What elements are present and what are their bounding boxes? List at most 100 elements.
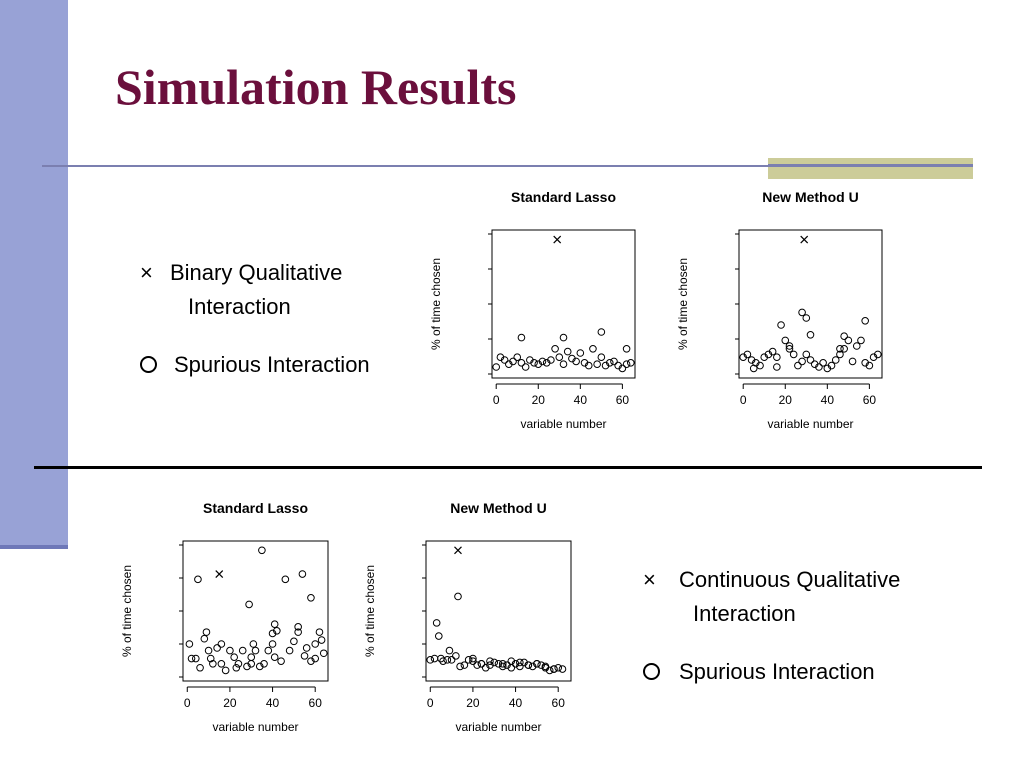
chart-top-new-method: New Method U % of time chosen 0 20 40 60 varia… — [667, 180, 897, 460]
chart-svg: New Method U % of time chosen 0 20 40 60 varia… — [363, 500, 572, 734]
circle-marker — [528, 662, 537, 671]
circle-marker — [503, 661, 511, 669]
circle-marker — [848, 357, 857, 366]
circle-marker — [610, 357, 618, 366]
circle-marker — [840, 332, 848, 340]
cross-stroke — [800, 235, 809, 244]
circle-marker — [238, 646, 247, 655]
cross-icon: × — [140, 260, 153, 285]
cross-marker — [553, 235, 562, 244]
x-axis-label: variable number — [767, 417, 853, 431]
circle-marker — [622, 360, 631, 368]
circle-marker — [551, 345, 559, 353]
circle-marker — [234, 660, 243, 668]
accent-line — [768, 164, 973, 167]
section-divider — [34, 466, 982, 469]
circle-marker — [486, 657, 494, 665]
circle-marker — [194, 575, 202, 584]
circle-marker — [315, 628, 324, 636]
circle-marker — [819, 359, 827, 367]
circle-marker — [802, 350, 811, 359]
circle-marker — [270, 653, 279, 661]
legend-bottom: × Continuous Qualitative Interaction Spur… — [643, 567, 963, 697]
circle-marker — [456, 662, 464, 671]
circle-marker — [500, 356, 509, 364]
y-axis-label: % of time chosen — [676, 258, 690, 350]
circle-marker — [200, 634, 209, 643]
x-tick-label: 20 — [466, 696, 480, 710]
circle-marker — [589, 345, 597, 353]
circle-marker — [477, 660, 486, 668]
circle-marker — [558, 665, 567, 673]
y-axis-label: % of time chosen — [120, 565, 134, 657]
circle-marker — [439, 657, 447, 665]
legend-bottom-cross-label-line2: Interaction — [693, 601, 796, 626]
circle-marker — [806, 356, 815, 364]
cross-marker — [215, 570, 224, 578]
circle-marker — [460, 661, 469, 669]
circle-marker — [473, 661, 481, 669]
circle-marker — [469, 657, 477, 665]
circle-marker — [789, 350, 798, 359]
circle-marker — [836, 345, 844, 353]
circle-marker — [857, 336, 865, 345]
circle-marker — [852, 342, 861, 350]
circle-marker — [294, 628, 302, 636]
circle-marker — [806, 331, 815, 339]
legend-top-circle-row: Spurious Interaction — [140, 352, 370, 378]
circle-marker — [524, 661, 533, 669]
circle-marker — [794, 361, 802, 370]
circle-marker — [307, 594, 315, 602]
circle-marker — [232, 663, 241, 672]
circle-marker — [802, 314, 811, 322]
circle-marker — [191, 654, 200, 663]
legend-bottom-circle-label: Spurious Interaction — [679, 659, 875, 684]
circle-marker — [264, 646, 273, 655]
chart-title: New Method U — [762, 189, 858, 205]
chart-title: Standard Lasso — [511, 189, 616, 205]
circle-marker — [486, 661, 494, 669]
legend-bottom-circle-row: Spurious Interaction — [643, 659, 875, 685]
circle-marker — [873, 350, 882, 359]
x-tick-label: 40 — [821, 393, 835, 407]
circle-marker — [781, 336, 790, 345]
circle-marker — [443, 656, 452, 664]
circle-marker — [861, 317, 869, 325]
circle-marker — [481, 663, 490, 672]
x-tick-label: 40 — [574, 393, 588, 407]
legend-bottom-cross-row: × Continuous Qualitative — [643, 567, 900, 593]
circle-marker — [209, 660, 217, 668]
circle-marker — [533, 660, 541, 668]
circle-marker — [836, 350, 844, 359]
circle-marker — [593, 360, 601, 368]
circle-marker — [517, 333, 526, 342]
circle-marker — [517, 359, 526, 367]
circle-marker — [302, 644, 311, 652]
circle-marker — [773, 363, 781, 371]
circle-marker — [251, 646, 260, 655]
circle-marker — [469, 654, 477, 663]
circle-marker — [777, 321, 785, 329]
x-tick-label: 20 — [779, 393, 793, 407]
circle-marker — [507, 657, 516, 665]
cross-icon: × — [643, 567, 656, 592]
circle-marker — [831, 356, 840, 364]
circle-marker — [217, 660, 226, 668]
legend-top-cross-label-line1: Binary Qualitative — [170, 260, 343, 285]
plot-frame — [491, 229, 636, 379]
plot-frame — [425, 540, 572, 682]
circle-marker — [319, 649, 328, 658]
decorative-sidebar — [0, 0, 68, 545]
x-tick-label: 40 — [509, 696, 523, 710]
circle-marker — [206, 654, 215, 663]
circle-marker — [597, 328, 606, 336]
circle-marker — [434, 632, 443, 640]
chart-svg: New Method U % of time chosen 0 20 40 60 varia… — [676, 189, 883, 431]
circle-marker — [255, 662, 264, 671]
circle-marker — [213, 644, 221, 652]
circle-marker — [756, 361, 764, 370]
cross-stroke — [215, 570, 224, 578]
circle-marker — [185, 640, 194, 648]
circle-marker — [618, 364, 627, 373]
circle-marker — [516, 662, 524, 671]
